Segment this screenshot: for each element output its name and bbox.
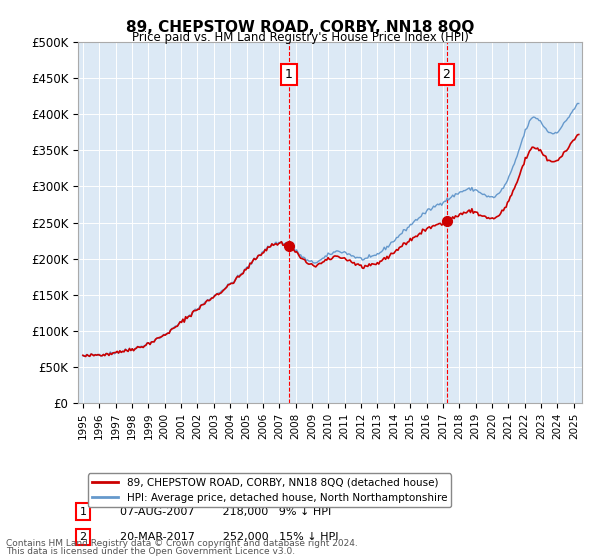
Text: 07-AUG-2007        218,000   9% ↓ HPI: 07-AUG-2007 218,000 9% ↓ HPI	[113, 507, 332, 516]
Text: This data is licensed under the Open Government Licence v3.0.: This data is licensed under the Open Gov…	[6, 548, 295, 557]
Text: 2: 2	[443, 68, 451, 81]
Legend: 89, CHEPSTOW ROAD, CORBY, NN18 8QQ (detached house), HPI: Average price, detache: 89, CHEPSTOW ROAD, CORBY, NN18 8QQ (deta…	[88, 473, 451, 507]
Text: 20-MAR-2017        252,000   15% ↓ HPI: 20-MAR-2017 252,000 15% ↓ HPI	[113, 532, 339, 542]
Text: 1: 1	[80, 507, 86, 516]
Text: 1: 1	[285, 68, 293, 81]
Text: 2: 2	[79, 532, 86, 542]
Text: Price paid vs. HM Land Registry's House Price Index (HPI): Price paid vs. HM Land Registry's House …	[131, 31, 469, 44]
Text: 89, CHEPSTOW ROAD, CORBY, NN18 8QQ: 89, CHEPSTOW ROAD, CORBY, NN18 8QQ	[126, 20, 474, 35]
Text: Contains HM Land Registry data © Crown copyright and database right 2024.: Contains HM Land Registry data © Crown c…	[6, 539, 358, 548]
